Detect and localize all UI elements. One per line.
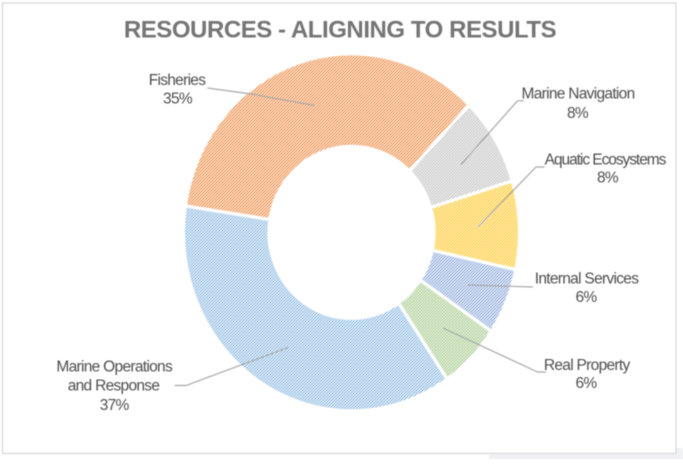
svg-text:8%: 8%	[597, 170, 619, 187]
svg-text:37%: 37%	[100, 397, 130, 414]
svg-text:6%: 6%	[575, 289, 597, 306]
svg-text:Internal Services: Internal Services	[535, 270, 639, 287]
svg-text:Aquatic Ecosystems: Aquatic Ecosystems	[545, 151, 667, 168]
svg-text:and Response: and Response	[68, 378, 160, 395]
svg-text:Real Property: Real Property	[544, 357, 631, 374]
svg-text:Marine Operations: Marine Operations	[56, 359, 173, 376]
svg-text:6%: 6%	[575, 375, 597, 392]
svg-text:RESOURCES - ALIGNING TO RESULT: RESOURCES - ALIGNING TO RESULTS	[124, 17, 557, 44]
svg-text:8%: 8%	[567, 105, 589, 122]
svg-text:Fisheries: Fisheries	[149, 72, 207, 89]
svg-text:Marine Navigation: Marine Navigation	[521, 86, 634, 103]
svg-text:35%: 35%	[163, 91, 193, 108]
